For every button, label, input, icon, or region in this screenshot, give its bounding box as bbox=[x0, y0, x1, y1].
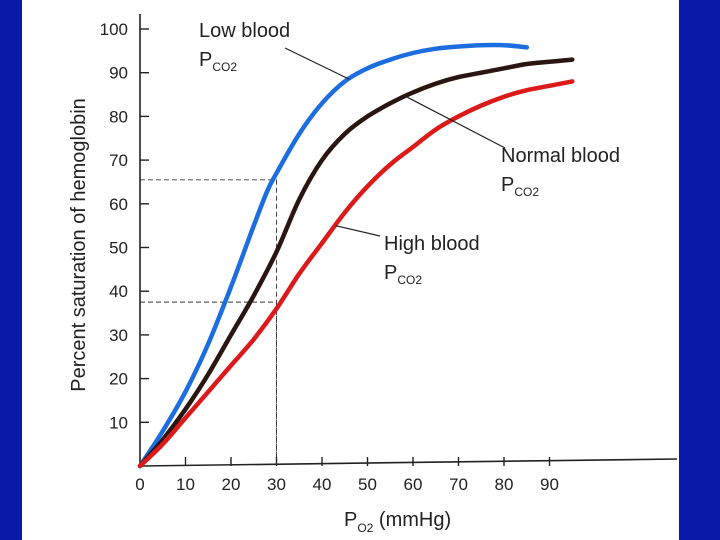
label-normal-blood-line1: Normal blood bbox=[501, 145, 620, 167]
label-high-blood-line1: High blood bbox=[384, 233, 480, 255]
y-tick-label-80: 80 bbox=[109, 107, 128, 126]
label-high-blood-main: P bbox=[384, 262, 397, 284]
tick-marks: 10 20 30 40 50 60 70 80 90 100 0 10 20 30 40 50 60 70 80 90 bbox=[100, 20, 559, 494]
reference-guides bbox=[140, 179, 277, 466]
label-high-blood-sub: CO2 bbox=[397, 273, 422, 287]
y-tick-label-60: 60 bbox=[109, 195, 128, 214]
series-line-high-blood bbox=[137, 79, 575, 469]
y-tick-label-100: 100 bbox=[100, 20, 128, 39]
y-tick-label-10: 10 bbox=[109, 413, 128, 432]
label-normal-blood-sub: CO2 bbox=[514, 185, 539, 199]
label-normal-blood-main: P bbox=[501, 174, 514, 196]
axes bbox=[139, 14, 678, 467]
x-tick-label-80: 80 bbox=[495, 475, 514, 494]
leader-high-blood bbox=[335, 225, 381, 237]
x-tick-label-40: 40 bbox=[313, 475, 332, 494]
oxygen-dissociation-chart: 10 20 30 40 50 60 70 80 90 100 0 10 20 30 40 50 60 70 80 90… bbox=[68, 14, 678, 535]
series-layer bbox=[137, 42, 575, 469]
x-tick-label-20: 20 bbox=[222, 475, 241, 494]
label-low-blood-sub: CO2 bbox=[212, 60, 237, 74]
series-line-normal-blood bbox=[137, 57, 575, 469]
x-tick-label-0: 0 bbox=[135, 475, 144, 494]
y-axis-title: Percent saturation of hemoglobin bbox=[68, 98, 90, 392]
x-tick-label-50: 50 bbox=[358, 475, 377, 494]
x-tick-label-90: 90 bbox=[540, 475, 559, 494]
y-tick-label-30: 30 bbox=[109, 326, 128, 345]
x-axis-title-sub: O2 bbox=[357, 521, 373, 535]
x-axis-title: PO2 (mmHg) bbox=[344, 509, 451, 535]
y-tick-label-40: 40 bbox=[109, 282, 128, 301]
x-tick-label-10: 10 bbox=[176, 475, 195, 494]
x-tick-label-30: 30 bbox=[267, 475, 286, 494]
series-line-low-blood bbox=[137, 42, 530, 469]
y-tick-label-50: 50 bbox=[109, 239, 128, 258]
label-leader-lines bbox=[284, 47, 506, 237]
y-tick-label-70: 70 bbox=[109, 151, 128, 170]
y-tick-label-20: 20 bbox=[109, 370, 128, 389]
x-tick-label-60: 60 bbox=[404, 475, 423, 494]
slide-area: 10 20 30 40 50 60 70 80 90 100 0 10 20 30 40 50 60 70 80 90… bbox=[22, 0, 679, 540]
label-low-blood: Low blood PCO2 bbox=[199, 20, 296, 74]
label-normal-blood: Normal blood PCO2 bbox=[501, 145, 626, 199]
x-axis-title-unit: (mmHg) bbox=[373, 509, 451, 531]
leader-normal-blood bbox=[403, 94, 506, 149]
x-tick-label-70: 70 bbox=[449, 475, 468, 494]
label-low-blood-main: P bbox=[199, 49, 212, 71]
leader-low-blood bbox=[284, 47, 350, 80]
y-tick-label-90: 90 bbox=[109, 64, 128, 83]
x-axis-line bbox=[139, 458, 678, 467]
label-low-blood-line1: Low blood bbox=[199, 20, 290, 42]
x-axis-title-main: P bbox=[344, 509, 357, 531]
label-high-blood: High blood PCO2 bbox=[384, 233, 485, 287]
